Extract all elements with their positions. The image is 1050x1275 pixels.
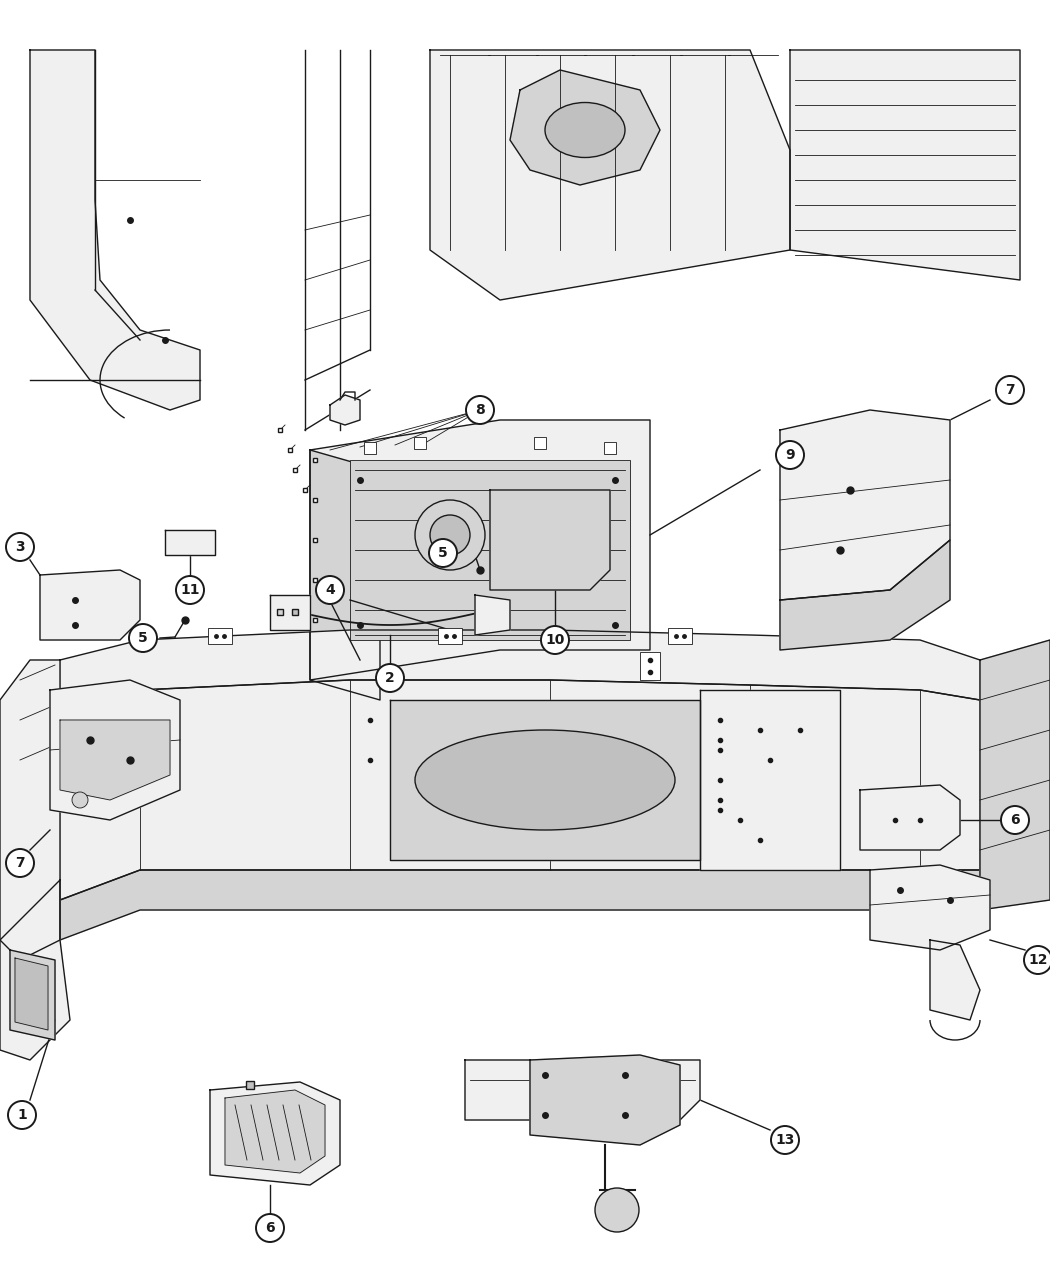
Polygon shape: [510, 70, 660, 185]
Bar: [364, 442, 376, 454]
Text: 11: 11: [181, 583, 200, 597]
Bar: [668, 629, 692, 644]
Bar: [604, 442, 616, 454]
Polygon shape: [10, 950, 55, 1040]
Polygon shape: [790, 50, 1020, 280]
Bar: [438, 629, 462, 644]
Text: 13: 13: [775, 1133, 795, 1148]
Circle shape: [430, 515, 470, 555]
Polygon shape: [475, 595, 510, 635]
Polygon shape: [50, 680, 180, 820]
Polygon shape: [780, 541, 950, 650]
Text: 2: 2: [385, 671, 395, 685]
Polygon shape: [430, 50, 790, 300]
Polygon shape: [0, 660, 60, 960]
Circle shape: [6, 533, 34, 561]
Text: 7: 7: [1005, 382, 1014, 397]
Text: 6: 6: [1010, 813, 1020, 827]
Text: 7: 7: [15, 856, 25, 870]
Polygon shape: [165, 530, 215, 555]
Bar: [350, 460, 630, 640]
Circle shape: [771, 1126, 799, 1154]
Polygon shape: [870, 864, 990, 950]
Ellipse shape: [545, 102, 625, 158]
Polygon shape: [15, 958, 48, 1030]
Polygon shape: [60, 720, 170, 799]
Text: 12: 12: [1028, 952, 1048, 966]
Circle shape: [595, 1188, 639, 1232]
Circle shape: [1001, 806, 1029, 834]
Polygon shape: [270, 595, 310, 630]
Polygon shape: [930, 940, 980, 1020]
Polygon shape: [30, 50, 200, 411]
Circle shape: [996, 376, 1024, 404]
Text: 1: 1: [17, 1108, 27, 1122]
Circle shape: [376, 664, 404, 692]
Polygon shape: [225, 1090, 326, 1173]
Polygon shape: [490, 490, 610, 590]
Text: 6: 6: [266, 1221, 275, 1235]
Text: 9: 9: [785, 448, 795, 462]
Polygon shape: [60, 870, 980, 940]
Polygon shape: [210, 1082, 340, 1184]
Polygon shape: [700, 690, 840, 870]
Text: 5: 5: [139, 631, 148, 645]
Circle shape: [316, 576, 344, 604]
Circle shape: [415, 500, 485, 570]
Polygon shape: [310, 450, 380, 700]
Polygon shape: [310, 419, 650, 680]
Circle shape: [1024, 946, 1050, 974]
Polygon shape: [530, 1054, 680, 1145]
Polygon shape: [0, 880, 70, 1060]
Text: 5: 5: [438, 546, 448, 560]
Polygon shape: [780, 411, 950, 601]
Bar: [640, 652, 660, 680]
Polygon shape: [40, 570, 140, 640]
Text: 10: 10: [545, 632, 565, 646]
Polygon shape: [980, 640, 1050, 910]
Circle shape: [176, 576, 204, 604]
Circle shape: [8, 1102, 36, 1128]
Polygon shape: [465, 1060, 700, 1119]
Text: 3: 3: [15, 541, 25, 555]
Polygon shape: [390, 700, 700, 861]
Ellipse shape: [415, 731, 675, 830]
Polygon shape: [860, 785, 960, 850]
Circle shape: [6, 849, 34, 877]
Circle shape: [776, 441, 804, 469]
Polygon shape: [330, 395, 360, 425]
Text: 8: 8: [475, 403, 485, 417]
Polygon shape: [60, 680, 980, 900]
Circle shape: [541, 626, 569, 654]
Circle shape: [129, 623, 158, 652]
Bar: [414, 437, 426, 449]
Circle shape: [256, 1214, 284, 1242]
Circle shape: [72, 792, 88, 808]
Circle shape: [429, 539, 457, 567]
Circle shape: [466, 397, 493, 425]
Bar: [534, 437, 546, 449]
Text: 4: 4: [326, 583, 335, 597]
Polygon shape: [60, 630, 980, 710]
Bar: [208, 629, 232, 644]
